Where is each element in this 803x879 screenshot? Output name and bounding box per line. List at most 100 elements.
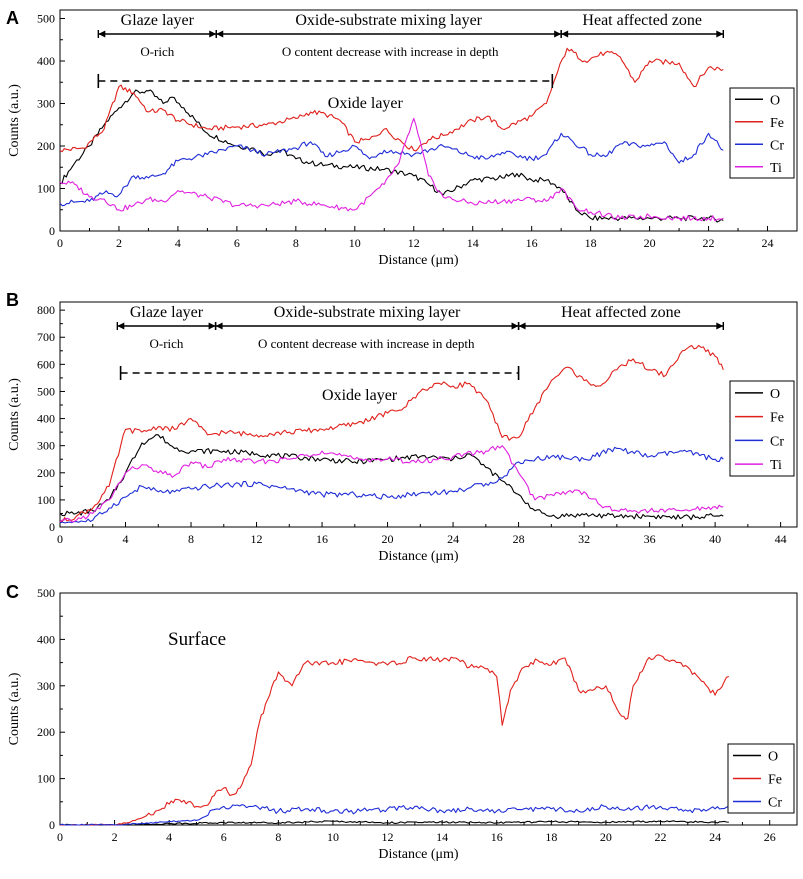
legend-label: Cr — [768, 796, 782, 811]
x-tick-label: 12 — [382, 830, 394, 844]
panel-c: C0 2 4 6 8 10 12 14 16 18 20 22 24 260100200300400500… — [6, 582, 798, 862]
x-tick-label: 4 — [123, 532, 129, 546]
surface-annotation: Surface — [168, 629, 226, 650]
zone-label: Oxide-substrate mixing layer — [295, 12, 482, 29]
x-tick-label: 44 — [775, 532, 787, 546]
legend-label: Ti — [770, 161, 782, 176]
y-tick-label: 100 — [37, 772, 55, 786]
y-tick-label: 300 — [37, 439, 55, 453]
series-line-fe — [59, 654, 729, 826]
series-line-o — [59, 434, 724, 521]
panel-letter: B — [6, 290, 19, 310]
x-tick-label: 8 — [293, 236, 299, 250]
zone-arrowhead — [716, 30, 724, 38]
legend: O Fe Cr Ti — [729, 87, 795, 179]
x-tick-label: 16 — [316, 532, 328, 546]
legend-box — [729, 87, 795, 179]
series-lines — [59, 654, 729, 826]
legend-label: Fe — [768, 773, 782, 788]
legend: O Fe Cr — [727, 743, 795, 814]
zone-sublabel: O-rich — [149, 336, 183, 351]
x-tick-label: 2 — [116, 236, 122, 250]
oxide-bracket-label: Oxide layer — [322, 387, 398, 404]
y-tick-label: 400 — [37, 632, 55, 646]
x-tick-label: 16 — [491, 830, 503, 844]
y-tick-label: 500 — [37, 384, 55, 398]
legend-label: Fe — [770, 116, 784, 131]
zone-label: Oxide-substrate mixing layer — [274, 304, 461, 321]
y-axis-label: Counts (a.u.) — [7, 378, 22, 451]
oxide-bracket-label: Oxide layer — [328, 95, 404, 112]
zone-arrowhead — [208, 322, 216, 330]
x-tick-label: 22 — [703, 236, 715, 250]
zone-label: Glaze layer — [130, 304, 204, 321]
y-tick-label: 0 — [49, 818, 55, 832]
y-tick-label: 700 — [37, 330, 55, 344]
x-tick-label: 26 — [764, 830, 776, 844]
legend-label: Ti — [770, 458, 782, 473]
zone-annotations: Glaze layer Oxide-substrate mixing layer H… — [97, 12, 724, 112]
zone-arrowhead — [511, 322, 519, 330]
y-axis-label: Counts (a.u.) — [7, 84, 22, 157]
plot-frame — [59, 9, 798, 232]
legend-label: O — [768, 750, 778, 765]
plot-frame — [59, 301, 798, 528]
series-line-ti — [59, 445, 724, 523]
x-tick-label: 28 — [513, 532, 525, 546]
y-axis: 0 100 200 300 400 500 600 700 800 — [37, 303, 65, 534]
x-tick-label: 10 — [327, 830, 339, 844]
x-axis: 0 2 4 6 8 10 12 14 16 18 20 22 24 — [57, 226, 774, 250]
zone-arrowhead — [554, 30, 562, 38]
x-tick-label: 12 — [408, 236, 420, 250]
zone-arrowhead — [98, 30, 106, 38]
y-tick-label: 0 — [49, 224, 55, 238]
y-tick-label: 500 — [37, 12, 55, 26]
zone-arrowhead — [216, 30, 224, 38]
series-lines — [59, 47, 724, 223]
x-tick-label: 40 — [709, 532, 721, 546]
x-tick-label: 24 — [447, 532, 459, 546]
legend-label: Cr — [770, 434, 784, 449]
y-tick-label: 100 — [37, 493, 55, 507]
y-tick-label: 400 — [37, 412, 55, 426]
y-tick-label: 200 — [37, 725, 55, 739]
series-line-fe — [59, 47, 724, 153]
zone-arrowhead — [209, 30, 217, 38]
x-tick-label: 16 — [526, 236, 538, 250]
panel-b: B 0 4 8 12 16 20 24 28 32 36 40 44 0 100 200 300 400 500 60… — [6, 290, 798, 564]
y-tick-label: 0 — [49, 520, 55, 534]
x-axis: 0 4 8 12 16 20 24 28 32 36 40 44 — [57, 522, 787, 546]
x-tick-label: 18 — [545, 830, 557, 844]
zone-label: Heat affected zone — [582, 12, 702, 29]
y-axis: 0 100 200 300 400 500 — [37, 586, 65, 832]
series-lines — [59, 344, 724, 524]
x-tick-label: 6 — [221, 830, 227, 844]
y-tick-label: 500 — [37, 586, 55, 600]
y-tick-label: 100 — [37, 182, 55, 196]
legend-label: O — [770, 93, 780, 108]
x-axis-label: Distance (μm) — [378, 549, 459, 564]
legend-box — [729, 380, 795, 477]
x-axis-label: Distance (μm) — [378, 847, 459, 862]
legend-label: Cr — [770, 138, 784, 153]
x-tick-label: 36 — [644, 532, 656, 546]
y-tick-label: 200 — [37, 139, 55, 153]
x-tick-label: 20 — [382, 532, 394, 546]
panel-letter: C — [6, 582, 19, 602]
y-tick-label: 300 — [37, 679, 55, 693]
zone-arrowhead — [215, 322, 223, 330]
x-tick-label: 12 — [251, 532, 263, 546]
zone-sublabel: O-rich — [140, 44, 174, 59]
panel-a: A0 2 4 6 8 10 12 14 16 18 20 22 240100200300400500Di… — [6, 8, 798, 268]
x-tick-label: 4 — [175, 236, 181, 250]
y-tick-label: 300 — [37, 97, 55, 111]
x-tick-label: 14 — [467, 236, 479, 250]
x-tick-label: 0 — [57, 236, 63, 250]
zone-label: Heat affected zone — [561, 304, 681, 321]
x-tick-label: 32 — [578, 532, 590, 546]
x-tick-label: 0 — [57, 830, 63, 844]
zone-arrowhead — [518, 322, 526, 330]
zone-label: Glaze layer — [121, 12, 195, 29]
